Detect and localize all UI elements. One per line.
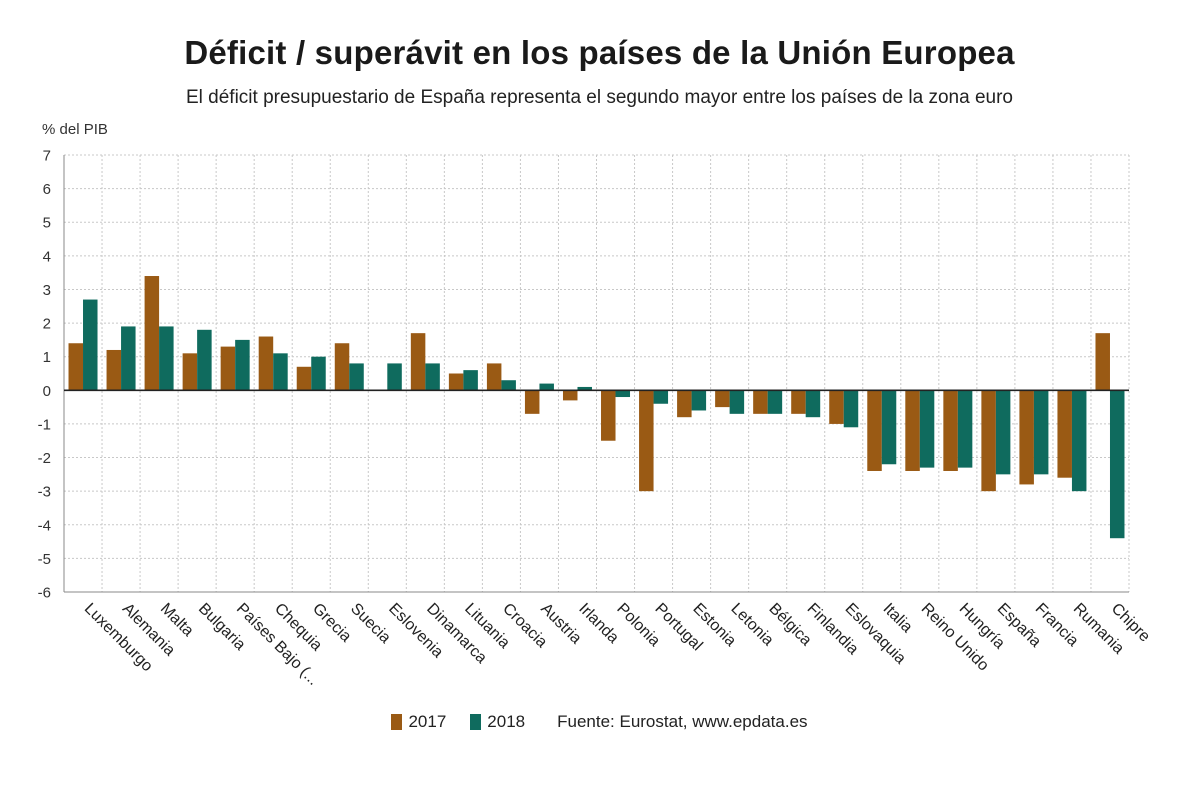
bar-2018[interactable] [615, 390, 631, 398]
x-tick-label: Suecia [347, 600, 394, 647]
y-axis-ticks: 7 6 5 4 3 2 1 0 -1 -2 -3 -4 -5 -6 [38, 148, 51, 602]
bar-2018[interactable] [121, 326, 136, 391]
bar-2017[interactable] [639, 390, 654, 492]
bar-2018[interactable] [463, 370, 478, 391]
source-text: Fuente: Eurostat, www.epdata.es [557, 712, 808, 731]
y-tick-label: 3 [43, 282, 51, 299]
bar-2018[interactable] [1033, 390, 1049, 475]
bar-2017[interactable] [144, 276, 160, 391]
bar-2017[interactable] [829, 390, 844, 424]
bar-2018[interactable] [349, 363, 364, 391]
bar-2018[interactable] [83, 299, 98, 391]
chart-title: Déficit / superávit en los países de la … [184, 34, 1015, 71]
y-tick-label: 6 [43, 181, 51, 198]
bar-2018[interactable] [387, 363, 402, 391]
legend-swatch-2018 [470, 714, 482, 730]
bar-2018[interactable] [957, 390, 973, 468]
y-tick-label: -6 [38, 585, 51, 602]
bar-2018[interactable] [691, 390, 707, 411]
bar-2017[interactable] [867, 390, 882, 471]
bar-2018[interactable] [1071, 390, 1087, 492]
bar-2017[interactable] [791, 390, 806, 414]
bar-2018[interactable] [767, 390, 783, 414]
y-tick-label: 2 [43, 316, 51, 333]
bar-2017[interactable] [410, 333, 426, 391]
bar-2018[interactable] [1109, 390, 1125, 539]
bar-2018[interactable] [805, 390, 821, 418]
bar-2017[interactable] [486, 363, 502, 391]
bars-layer [68, 276, 1125, 539]
bar-2018[interactable] [653, 390, 669, 404]
bar-2017[interactable] [715, 390, 730, 408]
legend-label-2018: 2018 [487, 712, 526, 731]
bar-2017[interactable] [905, 390, 920, 471]
bar-2017[interactable] [296, 366, 312, 391]
bar-2017[interactable] [448, 373, 464, 391]
bar-2017[interactable] [1019, 390, 1034, 485]
y-tick-label: 5 [43, 215, 51, 232]
legend: 2017 2018 Fuente: Eurostat, www.epdata.e… [0, 712, 1199, 732]
bar-2017[interactable] [943, 390, 958, 471]
y-tick-label: 0 [43, 383, 51, 400]
bar-2018[interactable] [311, 356, 326, 391]
x-tick-label: Irlanda [575, 600, 622, 647]
bar-2017[interactable] [562, 390, 578, 401]
y-tick-label: -3 [38, 484, 51, 501]
bar-2017[interactable] [524, 390, 540, 414]
bar-2018[interactable] [159, 326, 174, 391]
bar-2018[interactable] [577, 386, 592, 391]
y-axis-label: % del PIB [42, 121, 108, 138]
bar-2018[interactable] [881, 390, 897, 465]
bar-2017[interactable] [220, 346, 236, 391]
bar-2018[interactable] [995, 390, 1011, 475]
bar-2018[interactable] [197, 329, 212, 391]
legend-item-2018[interactable]: 2018 [470, 712, 525, 732]
y-tick-label: -1 [38, 416, 51, 433]
bar-2017[interactable] [1057, 390, 1072, 478]
bar-2017[interactable] [677, 390, 692, 418]
bar-2018[interactable] [501, 380, 516, 391]
bar-2017[interactable] [753, 390, 768, 414]
bar-2017[interactable] [258, 336, 274, 391]
legend-label-2017: 2017 [408, 712, 447, 731]
y-tick-label: -2 [38, 450, 51, 467]
bar-2018[interactable] [235, 339, 250, 391]
bar-2017[interactable] [601, 390, 616, 441]
bar-2018[interactable] [919, 390, 935, 468]
bar-2018[interactable] [425, 363, 440, 391]
bar-2017[interactable] [1095, 333, 1110, 391]
legend-item-2017[interactable]: 2017 [391, 712, 446, 732]
bar-2018[interactable] [539, 383, 554, 391]
bar-2018[interactable] [729, 390, 745, 414]
y-tick-label: 7 [43, 148, 51, 165]
bar-2017[interactable] [106, 349, 122, 391]
chart-subtitle: El déficit presupuestario de España repr… [185, 87, 1013, 108]
y-tick-label: 4 [43, 248, 51, 265]
bar-2017[interactable] [182, 353, 198, 391]
y-tick-label: -4 [38, 517, 51, 534]
bar-2018[interactable] [273, 353, 288, 391]
y-tick-label: -5 [38, 551, 51, 568]
bar-2017[interactable] [334, 343, 350, 391]
y-tick-label: 1 [43, 349, 51, 366]
bar-2017[interactable] [981, 390, 996, 492]
bar-2018[interactable] [843, 390, 859, 428]
bar-2017[interactable] [68, 343, 84, 391]
legend-swatch-2017 [391, 714, 403, 730]
